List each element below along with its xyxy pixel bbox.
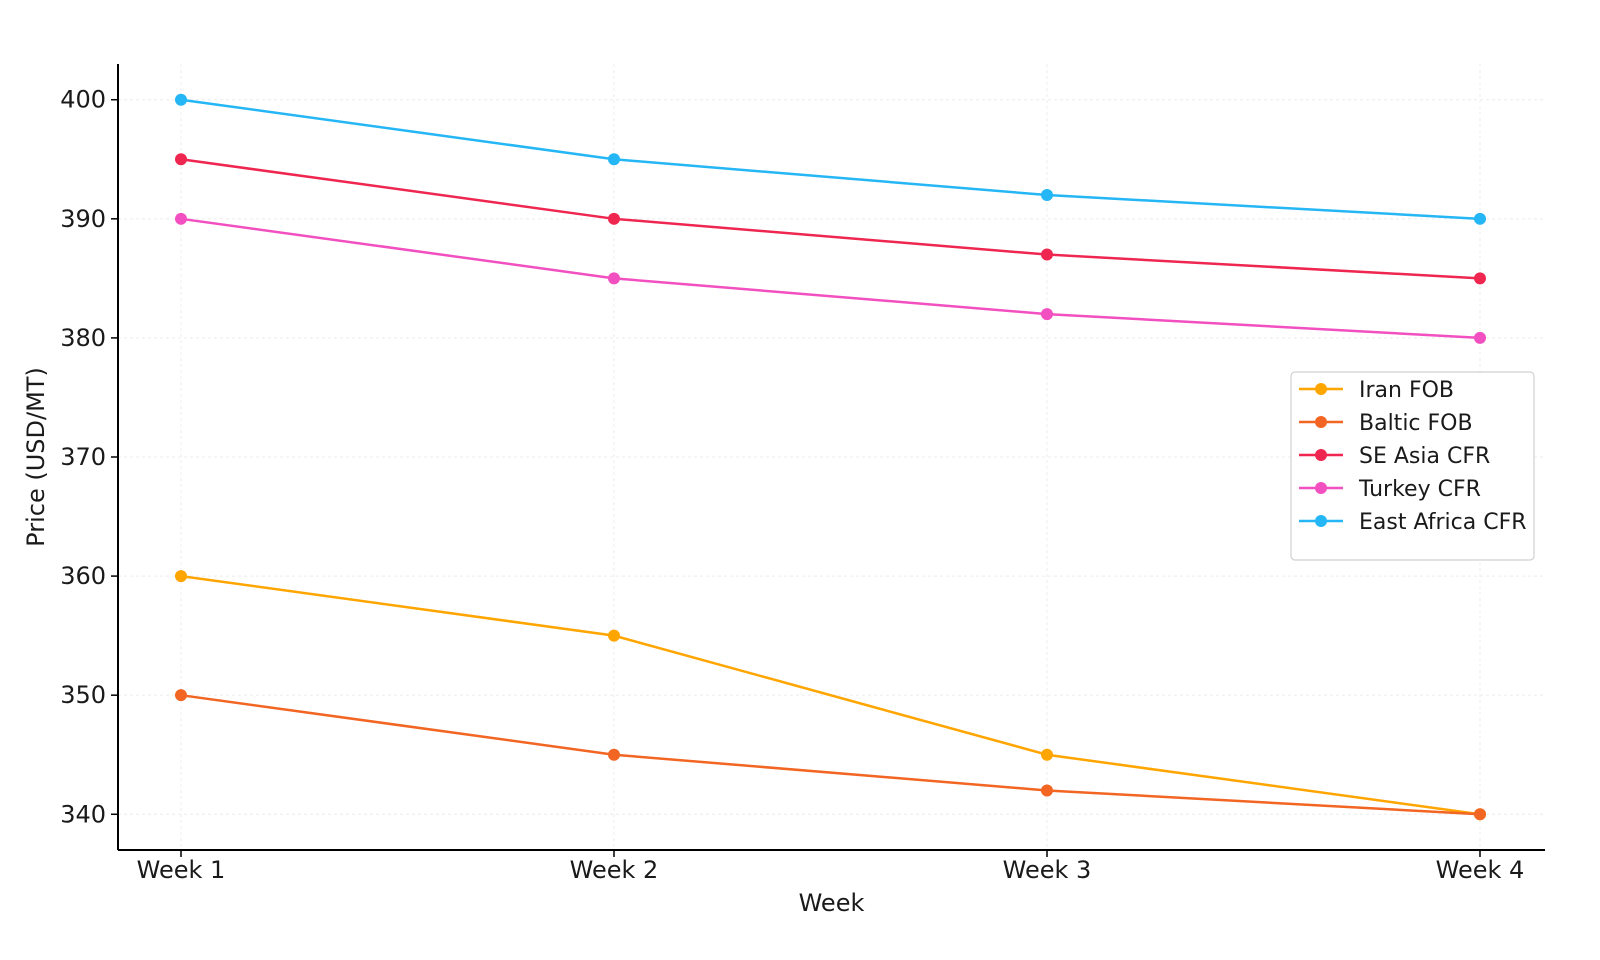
legend-item: East Africa CFR xyxy=(1299,510,1527,535)
data-point xyxy=(1474,808,1486,821)
data-point xyxy=(608,153,620,166)
series-line xyxy=(180,98,1481,221)
legend-label: SE Asia CFR xyxy=(1359,444,1490,469)
legend-item: Iran FOB xyxy=(1299,378,1454,403)
data-point xyxy=(1041,748,1053,761)
data-point xyxy=(175,570,187,583)
data-point xyxy=(608,212,620,225)
series-line xyxy=(180,574,1481,816)
x-tick-label: Week 3 xyxy=(1003,856,1092,884)
x-tick-label: Week 2 xyxy=(570,856,659,884)
series-line xyxy=(180,693,1481,816)
data-point xyxy=(1041,248,1053,261)
series-turkey-cfr xyxy=(175,212,1486,344)
x-axis-ticks: Week 1 Week 2 Week 3 Week 4 xyxy=(137,850,1525,884)
data-point xyxy=(175,212,187,225)
data-point xyxy=(1474,331,1486,344)
legend-box xyxy=(1290,371,1535,561)
data-point xyxy=(608,748,620,761)
data-point xyxy=(608,272,620,285)
data-point xyxy=(1474,212,1486,225)
y-tick-label: 370 xyxy=(60,443,106,471)
series-east-africa-cfr xyxy=(175,93,1486,225)
series-line xyxy=(180,217,1481,340)
legend-marker xyxy=(1315,416,1327,428)
legend: Iran FOB Baltic FOB SE Asia CFR Turkey CFR E… xyxy=(1290,371,1535,561)
x-tick-label: Week 1 xyxy=(137,856,226,884)
data-point xyxy=(175,689,187,702)
y-tick-label: 360 xyxy=(60,562,106,590)
legend-label: Iran FOB xyxy=(1359,378,1454,403)
series-lines xyxy=(175,93,1486,821)
legend-label: Turkey CFR xyxy=(1358,477,1481,502)
data-point xyxy=(175,93,187,106)
series-se-asia-cfr xyxy=(175,153,1486,285)
legend-marker xyxy=(1315,449,1327,461)
x-tick-label: Week 4 xyxy=(1436,856,1525,884)
y-tick-label: 390 xyxy=(60,205,106,233)
legend-item: Turkey CFR xyxy=(1299,477,1481,502)
data-point xyxy=(1041,308,1053,321)
y-tick-label: 400 xyxy=(60,86,106,114)
legend-item: SE Asia CFR xyxy=(1299,444,1490,469)
series-baltic-fob xyxy=(175,689,1486,821)
legend-item: Baltic FOB xyxy=(1299,411,1473,436)
x-axis-title: Week xyxy=(799,889,865,917)
data-point xyxy=(1474,272,1486,285)
data-point xyxy=(175,153,187,166)
data-point xyxy=(1041,189,1053,201)
legend-label: Baltic FOB xyxy=(1359,411,1473,436)
data-point xyxy=(1041,784,1053,797)
y-tick-label: 350 xyxy=(60,681,106,709)
y-axis-title: Price (USD/MT) xyxy=(22,367,50,547)
y-axis-ticks: 340 350 360 370 380 390 400 xyxy=(60,86,118,828)
legend-marker xyxy=(1315,482,1327,494)
y-tick-label: 380 xyxy=(60,324,106,352)
legend-marker xyxy=(1315,383,1327,395)
legend-marker xyxy=(1315,515,1327,527)
legend-label: East Africa CFR xyxy=(1359,510,1527,535)
y-tick-label: 340 xyxy=(60,800,106,828)
series-line xyxy=(180,158,1481,280)
data-point xyxy=(608,629,620,642)
